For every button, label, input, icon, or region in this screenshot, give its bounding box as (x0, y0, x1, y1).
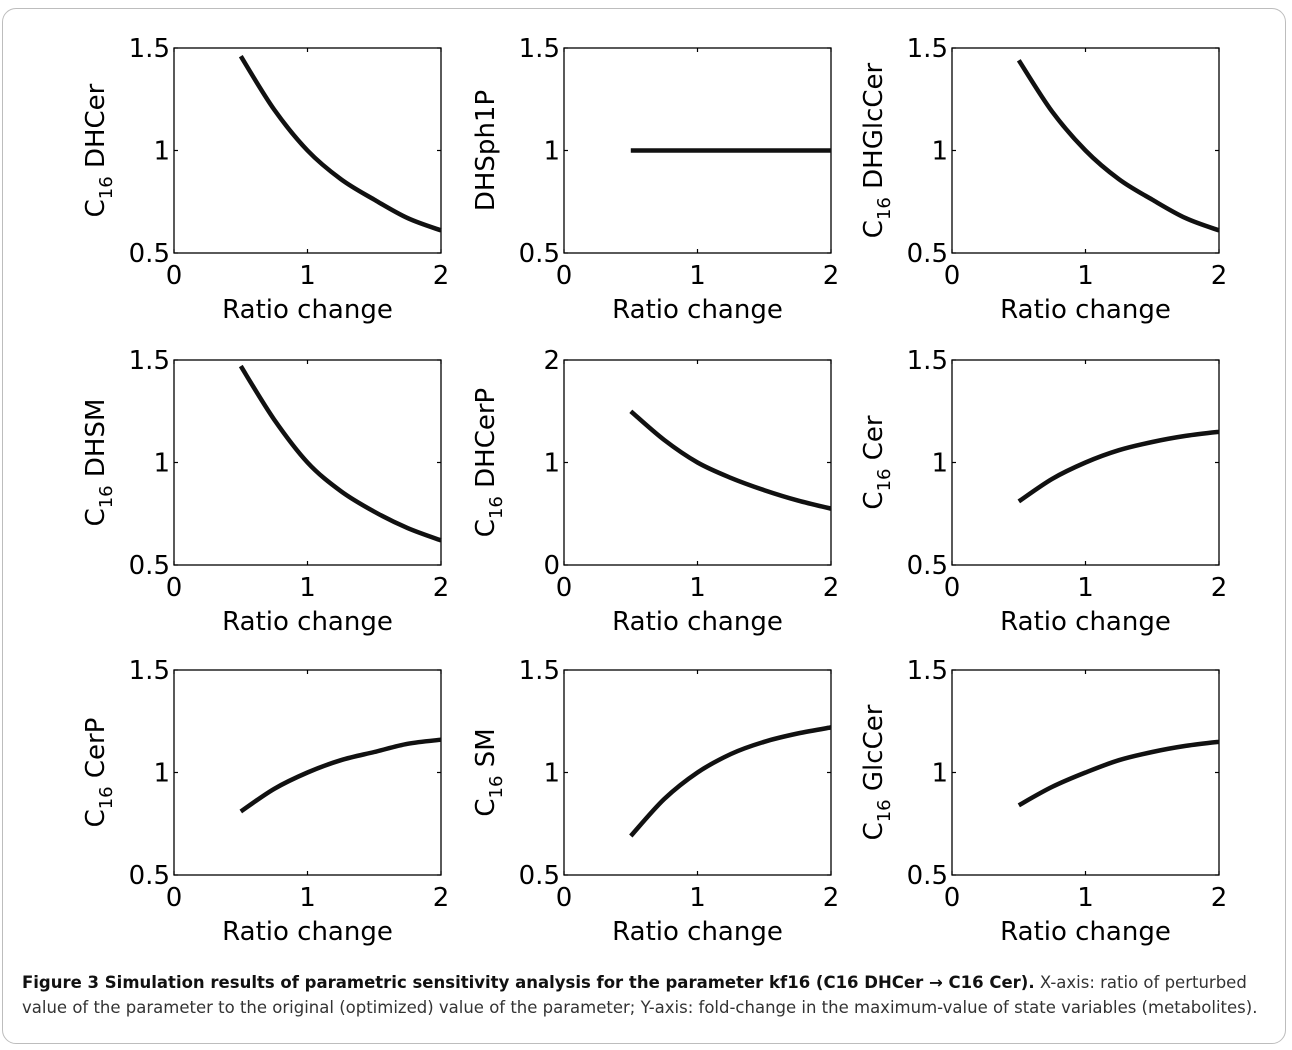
x-axis-label: Ratio change (612, 607, 783, 637)
y-axis-label: DHSph1P (471, 90, 501, 211)
y-tick-label: 0.5 (519, 861, 560, 891)
x-tick-label: 1 (1077, 261, 1094, 291)
y-tick-label: 1.5 (519, 34, 560, 64)
x-tick-label: 2 (433, 261, 450, 291)
y-tick-label: 1 (931, 137, 948, 167)
chart-panel-9: 0 1 2 0.5 1 1.5 Ratio change C16 GlcCer (859, 656, 1227, 947)
y-tick-label: 0.5 (907, 861, 948, 891)
y-tick-label: 1.5 (907, 346, 948, 376)
y-axis-label: C16 GlcCer (859, 704, 895, 840)
chart-panel-1: 0 1 2 0.5 1 1.5 Ratio change C16 DHCer (81, 34, 449, 325)
chart-panel-3: 0 1 2 0.5 1 1.5 Ratio change C16 DHGlcCer (859, 34, 1227, 325)
y-tick-label: 1.5 (907, 656, 948, 686)
x-tick-label: 2 (1211, 573, 1228, 603)
series-line (239, 737, 442, 814)
x-axis-label: Ratio change (222, 607, 393, 637)
x-axis-label: Ratio change (222, 295, 393, 325)
x-tick-label: 1 (299, 883, 316, 913)
y-tick-label: 1 (153, 137, 170, 167)
y-tick-label: 1.5 (519, 656, 560, 686)
series-line (238, 55, 442, 233)
y-tick-label: 1 (931, 449, 948, 479)
y-tick-label: 1.5 (129, 656, 170, 686)
x-tick-label: 2 (433, 573, 450, 603)
y-axis-label: C16 SM (471, 728, 507, 816)
series-line (1016, 59, 1220, 233)
y-tick-label: 0.5 (519, 239, 560, 269)
x-tick-label: 0 (166, 573, 183, 603)
y-tick-label: 1 (543, 449, 560, 479)
series-line (1017, 739, 1220, 808)
y-tick-label: 1 (543, 137, 560, 167)
x-tick-label: 1 (689, 883, 706, 913)
chart-panel-2: 0 1 2 0.5 1 1.5 Ratio change DHSph1P (471, 34, 839, 325)
chart-panel-8: 0 1 2 0.5 1 1.5 Ratio change C16 SM (471, 656, 839, 947)
x-tick-label: 0 (556, 573, 573, 603)
y-tick-label: 0 (543, 551, 560, 581)
x-axis-label: Ratio change (222, 917, 393, 947)
y-axis-label: C16 CerP (81, 718, 117, 828)
x-tick-label: 1 (1077, 573, 1094, 603)
y-tick-label: 0.5 (129, 551, 170, 581)
y-tick-label: 0.5 (907, 239, 948, 269)
x-axis-label: Ratio change (1000, 607, 1171, 637)
x-tick-label: 2 (823, 573, 840, 603)
x-axis-label: Ratio change (1000, 917, 1171, 947)
y-tick-label: 0.5 (907, 551, 948, 581)
x-axis-label: Ratio change (612, 295, 783, 325)
series-line (1017, 429, 1220, 504)
series-line (629, 725, 832, 838)
x-tick-label: 1 (689, 261, 706, 291)
x-tick-label: 2 (823, 883, 840, 913)
x-axis-label: Ratio change (612, 917, 783, 947)
x-tick-label: 0 (166, 883, 183, 913)
x-tick-label: 1 (1077, 883, 1094, 913)
y-tick-label: 1 (543, 759, 560, 789)
x-tick-label: 0 (556, 883, 573, 913)
x-tick-label: 2 (1211, 261, 1228, 291)
y-tick-label: 0.5 (129, 239, 170, 269)
caption-title: Figure 3 Simulation results of parametri… (22, 973, 1035, 992)
y-axis-label: C16 DHCer (81, 83, 117, 217)
y-tick-label: 1.5 (129, 34, 170, 64)
y-axis-label: C16 DHGlcCer (859, 62, 895, 238)
figure-caption: Figure 3 Simulation results of parametri… (22, 970, 1262, 1020)
chart-panel-5: 0 1 2 0 1 2 Ratio change C16 DHCerP (471, 346, 839, 637)
series-line (629, 409, 832, 511)
y-tick-label: 2 (543, 346, 560, 376)
x-tick-label: 0 (944, 883, 961, 913)
y-axis-label: C16 DHCerP (471, 388, 507, 537)
chart-panel-6: 0 1 2 0.5 1 1.5 Ratio change C16 Cer (859, 346, 1227, 637)
chart-panel-7: 0 1 2 0.5 1 1.5 Ratio change C16 CerP (81, 656, 449, 947)
y-tick-label: 1 (931, 759, 948, 789)
x-axis-label: Ratio change (1000, 295, 1171, 325)
x-tick-label: 1 (689, 573, 706, 603)
x-tick-label: 2 (433, 883, 450, 913)
chart-panel-4: 0 1 2 0.5 1 1.5 Ratio change C16 DHSM (81, 346, 449, 637)
figure-frame (2, 8, 1286, 1044)
x-tick-label: 1 (299, 261, 316, 291)
x-tick-label: 1 (299, 573, 316, 603)
x-tick-label: 2 (1211, 883, 1228, 913)
figure-panels: 0 1 2 0.5 1 1.5 Ratio change C16 DHCer 0 1 2 0.5 1 1.… (81, 34, 1227, 947)
series-line (238, 364, 442, 543)
y-tick-label: 1 (153, 759, 170, 789)
y-tick-label: 1 (153, 449, 170, 479)
y-tick-label: 1.5 (907, 34, 948, 64)
y-axis-label: C16 DHSM (81, 399, 117, 527)
y-tick-label: 0.5 (129, 861, 170, 891)
caption-body: X-axis: ratio of perturbed value of the … (22, 973, 1258, 1017)
x-tick-label: 0 (556, 261, 573, 291)
y-axis-label: C16 Cer (859, 415, 895, 509)
x-tick-label: 0 (944, 573, 961, 603)
x-tick-label: 2 (823, 261, 840, 291)
x-tick-label: 0 (166, 261, 183, 291)
y-tick-label: 1.5 (129, 346, 170, 376)
x-tick-label: 0 (944, 261, 961, 291)
